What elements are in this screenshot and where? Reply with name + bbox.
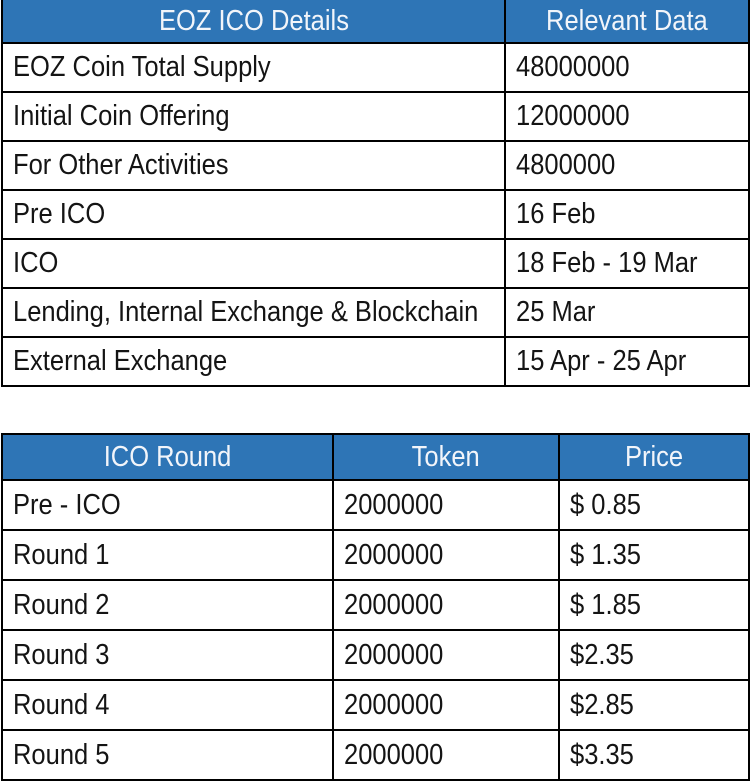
table-cell: ICO	[1, 238, 506, 289]
table-cell: Round 2	[1, 579, 334, 631]
table-cell: $3.35	[558, 729, 750, 781]
cell-text: 25 Mar	[516, 296, 596, 328]
cell-text: EOZ Coin Total Supply	[13, 51, 271, 83]
cell-text: ICO	[13, 247, 59, 279]
cell-text: External Exchange	[13, 345, 228, 377]
table-cell: Round 3	[1, 629, 334, 681]
table-row: Lending, Internal Exchange & Blockchain …	[1, 287, 750, 338]
table-cell: Pre - ICO	[1, 479, 334, 531]
table-row: EOZ Coin Total Supply 48000000	[1, 42, 750, 93]
table-cell: 12000000	[504, 91, 750, 142]
table-cell: $ 0.85	[558, 479, 750, 531]
table-cell: EOZ Coin Total Supply	[1, 42, 506, 93]
table-cell: $2.35	[558, 629, 750, 681]
table-row: Round 4 2000000 $2.85	[1, 679, 750, 731]
cell-text: 18 Feb - 19 Mar	[516, 247, 698, 279]
cell-text: 15 Apr - 25 Apr	[516, 345, 687, 377]
table-cell: 2000000	[332, 579, 560, 631]
column-header-label: ICO Round	[103, 440, 232, 473]
column-header-label: Token	[411, 440, 481, 473]
table-cell: $2.85	[558, 679, 750, 731]
column-header-eoz-ico-details: EOZ ICO Details	[1, 0, 506, 44]
cell-text: 2000000	[344, 638, 444, 671]
table-cell: 2000000	[332, 529, 560, 581]
cell-text: 2000000	[344, 538, 444, 571]
table-cell: 16 Feb	[504, 189, 750, 240]
table-cell: Round 1	[1, 529, 334, 581]
cell-text: Round 4	[13, 688, 110, 721]
cell-text: $2.85	[570, 688, 634, 721]
cell-text: Initial Coin Offering	[13, 100, 230, 132]
table-row: External Exchange 15 Apr - 25 Apr	[1, 336, 750, 387]
cell-text: $ 1.35	[570, 538, 641, 571]
table-row: Pre - ICO 2000000 $ 0.85	[1, 479, 750, 531]
column-header-price: Price	[558, 433, 750, 481]
table-cell: 2000000	[332, 629, 560, 681]
table-cell: Lending, Internal Exchange & Blockchain	[1, 287, 506, 338]
table-header-row: EOZ ICO Details Relevant Data	[1, 0, 750, 44]
table-cell: 2000000	[332, 679, 560, 731]
cell-text: For Other Activities	[13, 149, 229, 181]
cell-text: Pre ICO	[13, 198, 106, 230]
table-row: Round 2 2000000 $ 1.85	[1, 579, 750, 631]
table-row: Round 3 2000000 $2.35	[1, 629, 750, 681]
table-row: Round 1 2000000 $ 1.35	[1, 529, 750, 581]
table-cell: $ 1.35	[558, 529, 750, 581]
cell-text: Pre - ICO	[13, 488, 121, 521]
table-row: For Other Activities 4800000	[1, 140, 750, 191]
cell-text: 2000000	[344, 488, 444, 521]
table-cell: 15 Apr - 25 Apr	[504, 336, 750, 387]
table-header-row: ICO Round Token Price	[1, 433, 750, 481]
cell-text: Lending, Internal Exchange & Blockchain	[13, 296, 479, 328]
table-cell: Pre ICO	[1, 189, 506, 240]
cell-text: 48000000	[516, 51, 630, 83]
cell-text: 2000000	[344, 688, 444, 721]
ico-details-table: EOZ ICO Details Relevant Data EOZ Coin T…	[1, 0, 750, 387]
cell-text: 4800000	[516, 149, 616, 181]
cell-text: Round 2	[13, 588, 110, 621]
column-header-ico-round: ICO Round	[1, 433, 334, 481]
table-row: Initial Coin Offering 12000000	[1, 91, 750, 142]
table-cell: Round 5	[1, 729, 334, 781]
cell-text: Round 1	[13, 538, 110, 571]
table-cell: 2000000	[332, 729, 560, 781]
cell-text: 12000000	[516, 100, 630, 132]
table-cell: 18 Feb - 19 Mar	[504, 238, 750, 289]
column-header-relevant-data: Relevant Data	[504, 0, 750, 44]
table-cell: $ 1.85	[558, 579, 750, 631]
table-cell: 48000000	[504, 42, 750, 93]
table-cell: For Other Activities	[1, 140, 506, 191]
cell-text: 2000000	[344, 738, 444, 771]
column-header-label: Price	[624, 440, 684, 473]
table-cell: 4800000	[504, 140, 750, 191]
cell-text: 16 Feb	[516, 198, 596, 230]
table-row: Pre ICO 16 Feb	[1, 189, 750, 240]
table-cell: 2000000	[332, 479, 560, 531]
column-header-token: Token	[332, 433, 560, 481]
cell-text: $ 1.85	[570, 588, 641, 621]
table-row: ICO 18 Feb - 19 Mar	[1, 238, 750, 289]
cell-text: 2000000	[344, 588, 444, 621]
column-header-label: Relevant Data	[546, 4, 708, 37]
cell-text: Round 5	[13, 738, 110, 771]
table-cell: 25 Mar	[504, 287, 750, 338]
table-cell: External Exchange	[1, 336, 506, 387]
cell-text: Round 3	[13, 638, 110, 671]
column-header-label: EOZ ICO Details	[158, 4, 349, 37]
ico-rounds-table: ICO Round Token Price Pre - ICO 2000000 …	[1, 433, 750, 781]
table-cell: Initial Coin Offering	[1, 91, 506, 142]
cell-text: $2.35	[570, 638, 634, 671]
table-row: Round 5 2000000 $3.35	[1, 729, 750, 781]
table-cell: Round 4	[1, 679, 334, 731]
cell-text: $3.35	[570, 738, 634, 771]
cell-text: $ 0.85	[570, 488, 641, 521]
